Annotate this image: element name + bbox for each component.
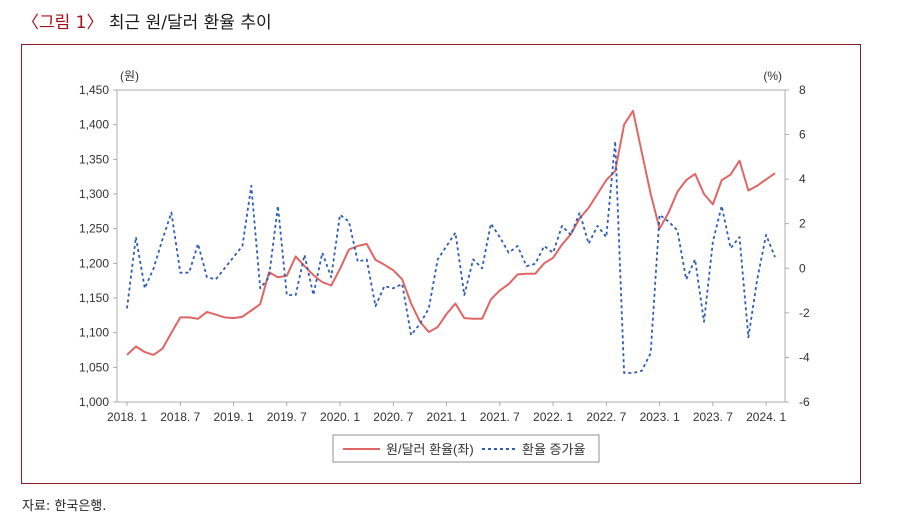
left-tick-label: 1,250 <box>79 222 109 236</box>
x-tick-label: 2021. 7 <box>480 410 520 424</box>
x-tick-label: 2019. 1 <box>213 410 253 424</box>
right-tick-label: 6 <box>799 128 806 142</box>
right-tick-label: -4 <box>799 350 810 364</box>
right-tick-label: -2 <box>799 306 810 320</box>
series-lines <box>126 109 776 374</box>
x-tick-label: 2018. 1 <box>107 410 147 424</box>
x-axis: 2018. 1 2018. 7 2019. 1 2019. 7 2020. 1 2020.… <box>107 402 786 424</box>
legend-label-growth: 환율 증가율 <box>522 442 585 457</box>
left-tick-label: 1,450 <box>79 83 109 97</box>
x-tick-label: 2022. 1 <box>533 410 573 424</box>
left-tick-label: 1,050 <box>79 360 109 374</box>
legend-label-rate: 원/달러 환율(좌) <box>386 442 474 457</box>
figure-label: 〈그림 1〉 <box>22 13 104 33</box>
x-tick-label: 2020. 1 <box>320 410 360 424</box>
series-line-exchange-rate <box>126 109 776 356</box>
plot-area <box>116 89 786 403</box>
x-tick-label: 2023. 7 <box>693 410 733 424</box>
figure-title: 〈그림 1〉 최근 원/달러 환율 추이 <box>22 8 272 33</box>
x-tick-label: 2019. 7 <box>267 410 307 424</box>
left-tick-label: 1,300 <box>79 187 109 201</box>
left-tick-label: 1,400 <box>79 118 109 132</box>
source-note: 자료: 한국은행. <box>22 499 107 514</box>
left-tick-label: 1,100 <box>79 326 109 340</box>
left-tick-label: 1,350 <box>79 152 109 166</box>
x-tick-label: 2021. 1 <box>427 410 467 424</box>
series-line-growth-rate <box>126 140 776 374</box>
figure-title-text: 최근 원/달러 환율 추이 <box>108 13 272 33</box>
chart-frame <box>21 44 861 484</box>
x-tick-label: 2023. 1 <box>640 410 680 424</box>
x-tick-label: 2020. 7 <box>373 410 413 424</box>
left-tick-label: 1,200 <box>79 256 109 270</box>
left-axis-unit: (원) <box>120 69 139 83</box>
x-tick-label: 2022. 7 <box>586 410 626 424</box>
x-tick-label: 2024. 1 <box>746 410 786 424</box>
left-tick-label: 1,000 <box>79 395 109 409</box>
left-axis: 1,000 1,050 1,100 1,150 1,200 1,250 1,300 1,350… <box>79 83 117 409</box>
right-tick-label: 2 <box>799 217 806 231</box>
right-axis-unit: (%) <box>763 69 782 83</box>
right-tick-label: 4 <box>799 172 806 186</box>
right-tick-label: -6 <box>799 395 810 409</box>
right-tick-label: 8 <box>799 83 806 97</box>
right-tick-label: 0 <box>799 261 806 275</box>
left-tick-label: 1,150 <box>79 291 109 305</box>
right-axis: -6 -4 -2 0 2 4 6 8 <box>785 83 810 409</box>
legend: 원/달러 환율(좌) 환율 증가율 <box>332 434 600 463</box>
x-tick-label: 2018. 7 <box>160 410 200 424</box>
